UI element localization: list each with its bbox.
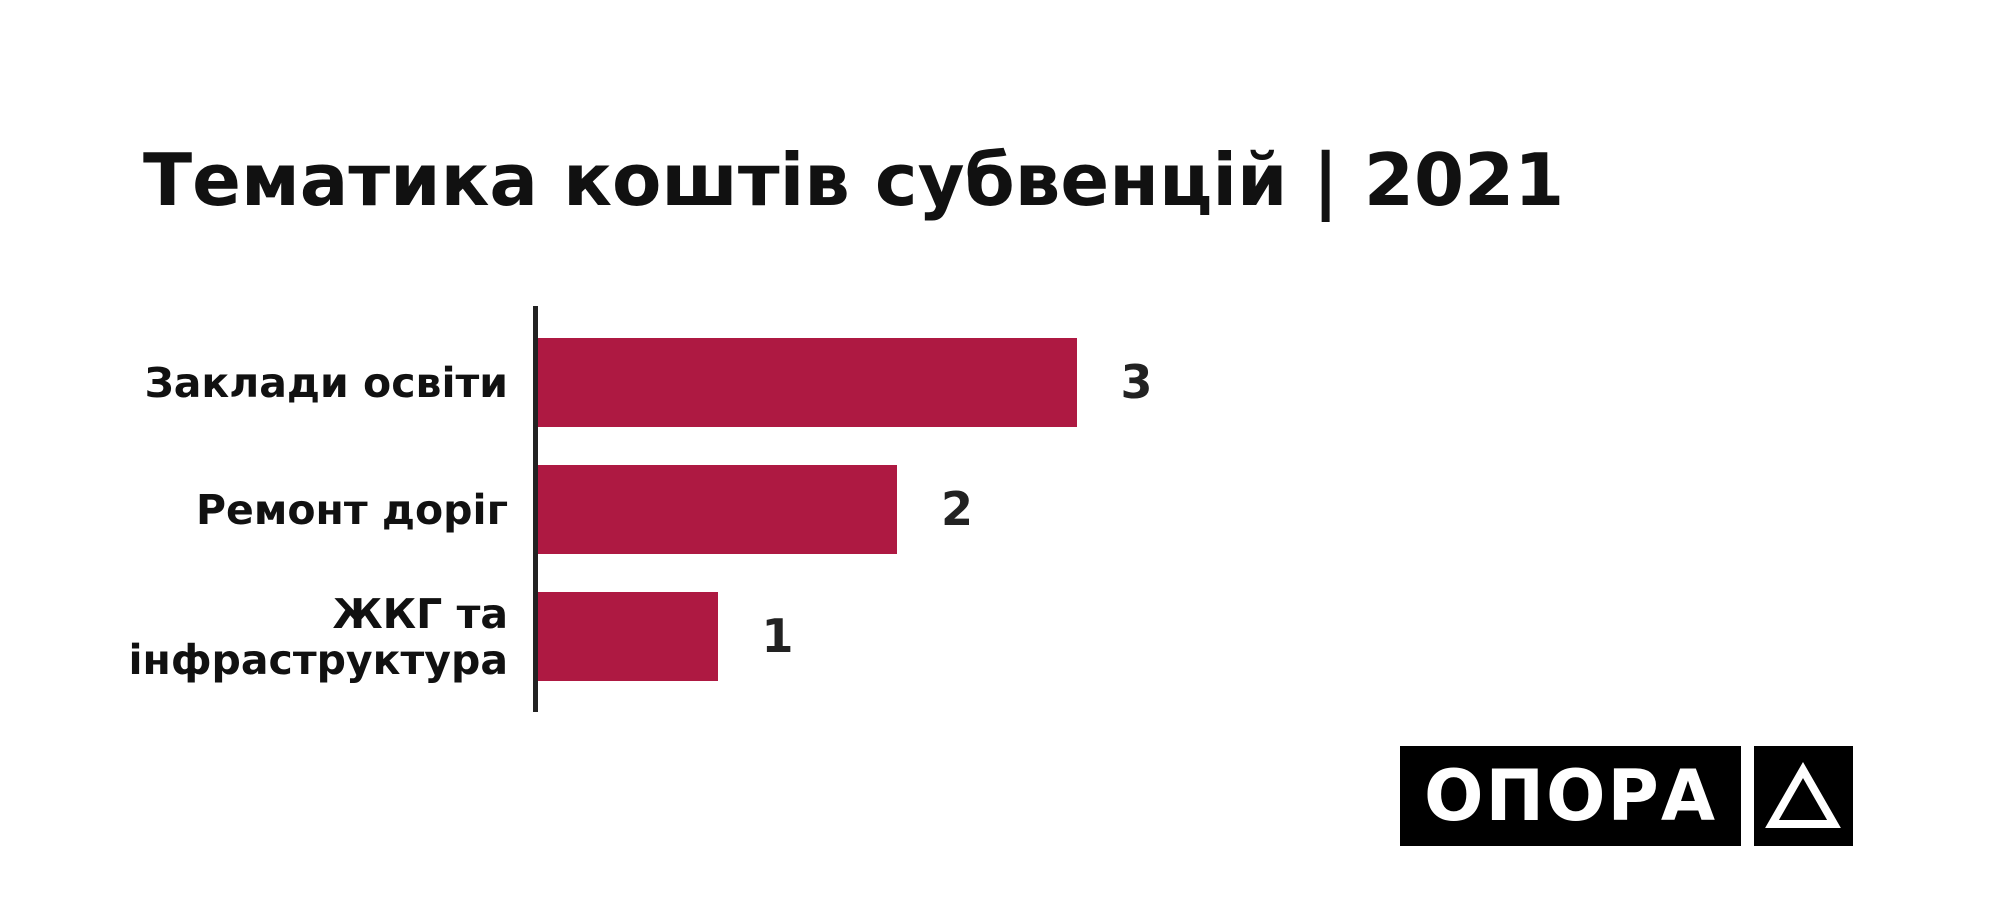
chart-title: Тематика коштів субвенцій | 2021 [143, 138, 1565, 222]
bar [538, 592, 718, 681]
bar [538, 338, 1077, 427]
value-label: 1 [761, 608, 794, 663]
value-label: 3 [1120, 354, 1153, 409]
axis-line [533, 306, 538, 712]
category-label: ЖКГ та інфраструктура [128, 589, 508, 684]
logo: ОПОРА [1400, 746, 1741, 846]
bar [538, 465, 897, 554]
category-label: Заклади освіти [144, 358, 508, 407]
value-label: 2 [941, 481, 974, 536]
logo-mark [1754, 746, 1853, 846]
category-label: Ремонт доріг [195, 485, 508, 534]
logo-triangle [1765, 761, 1841, 828]
